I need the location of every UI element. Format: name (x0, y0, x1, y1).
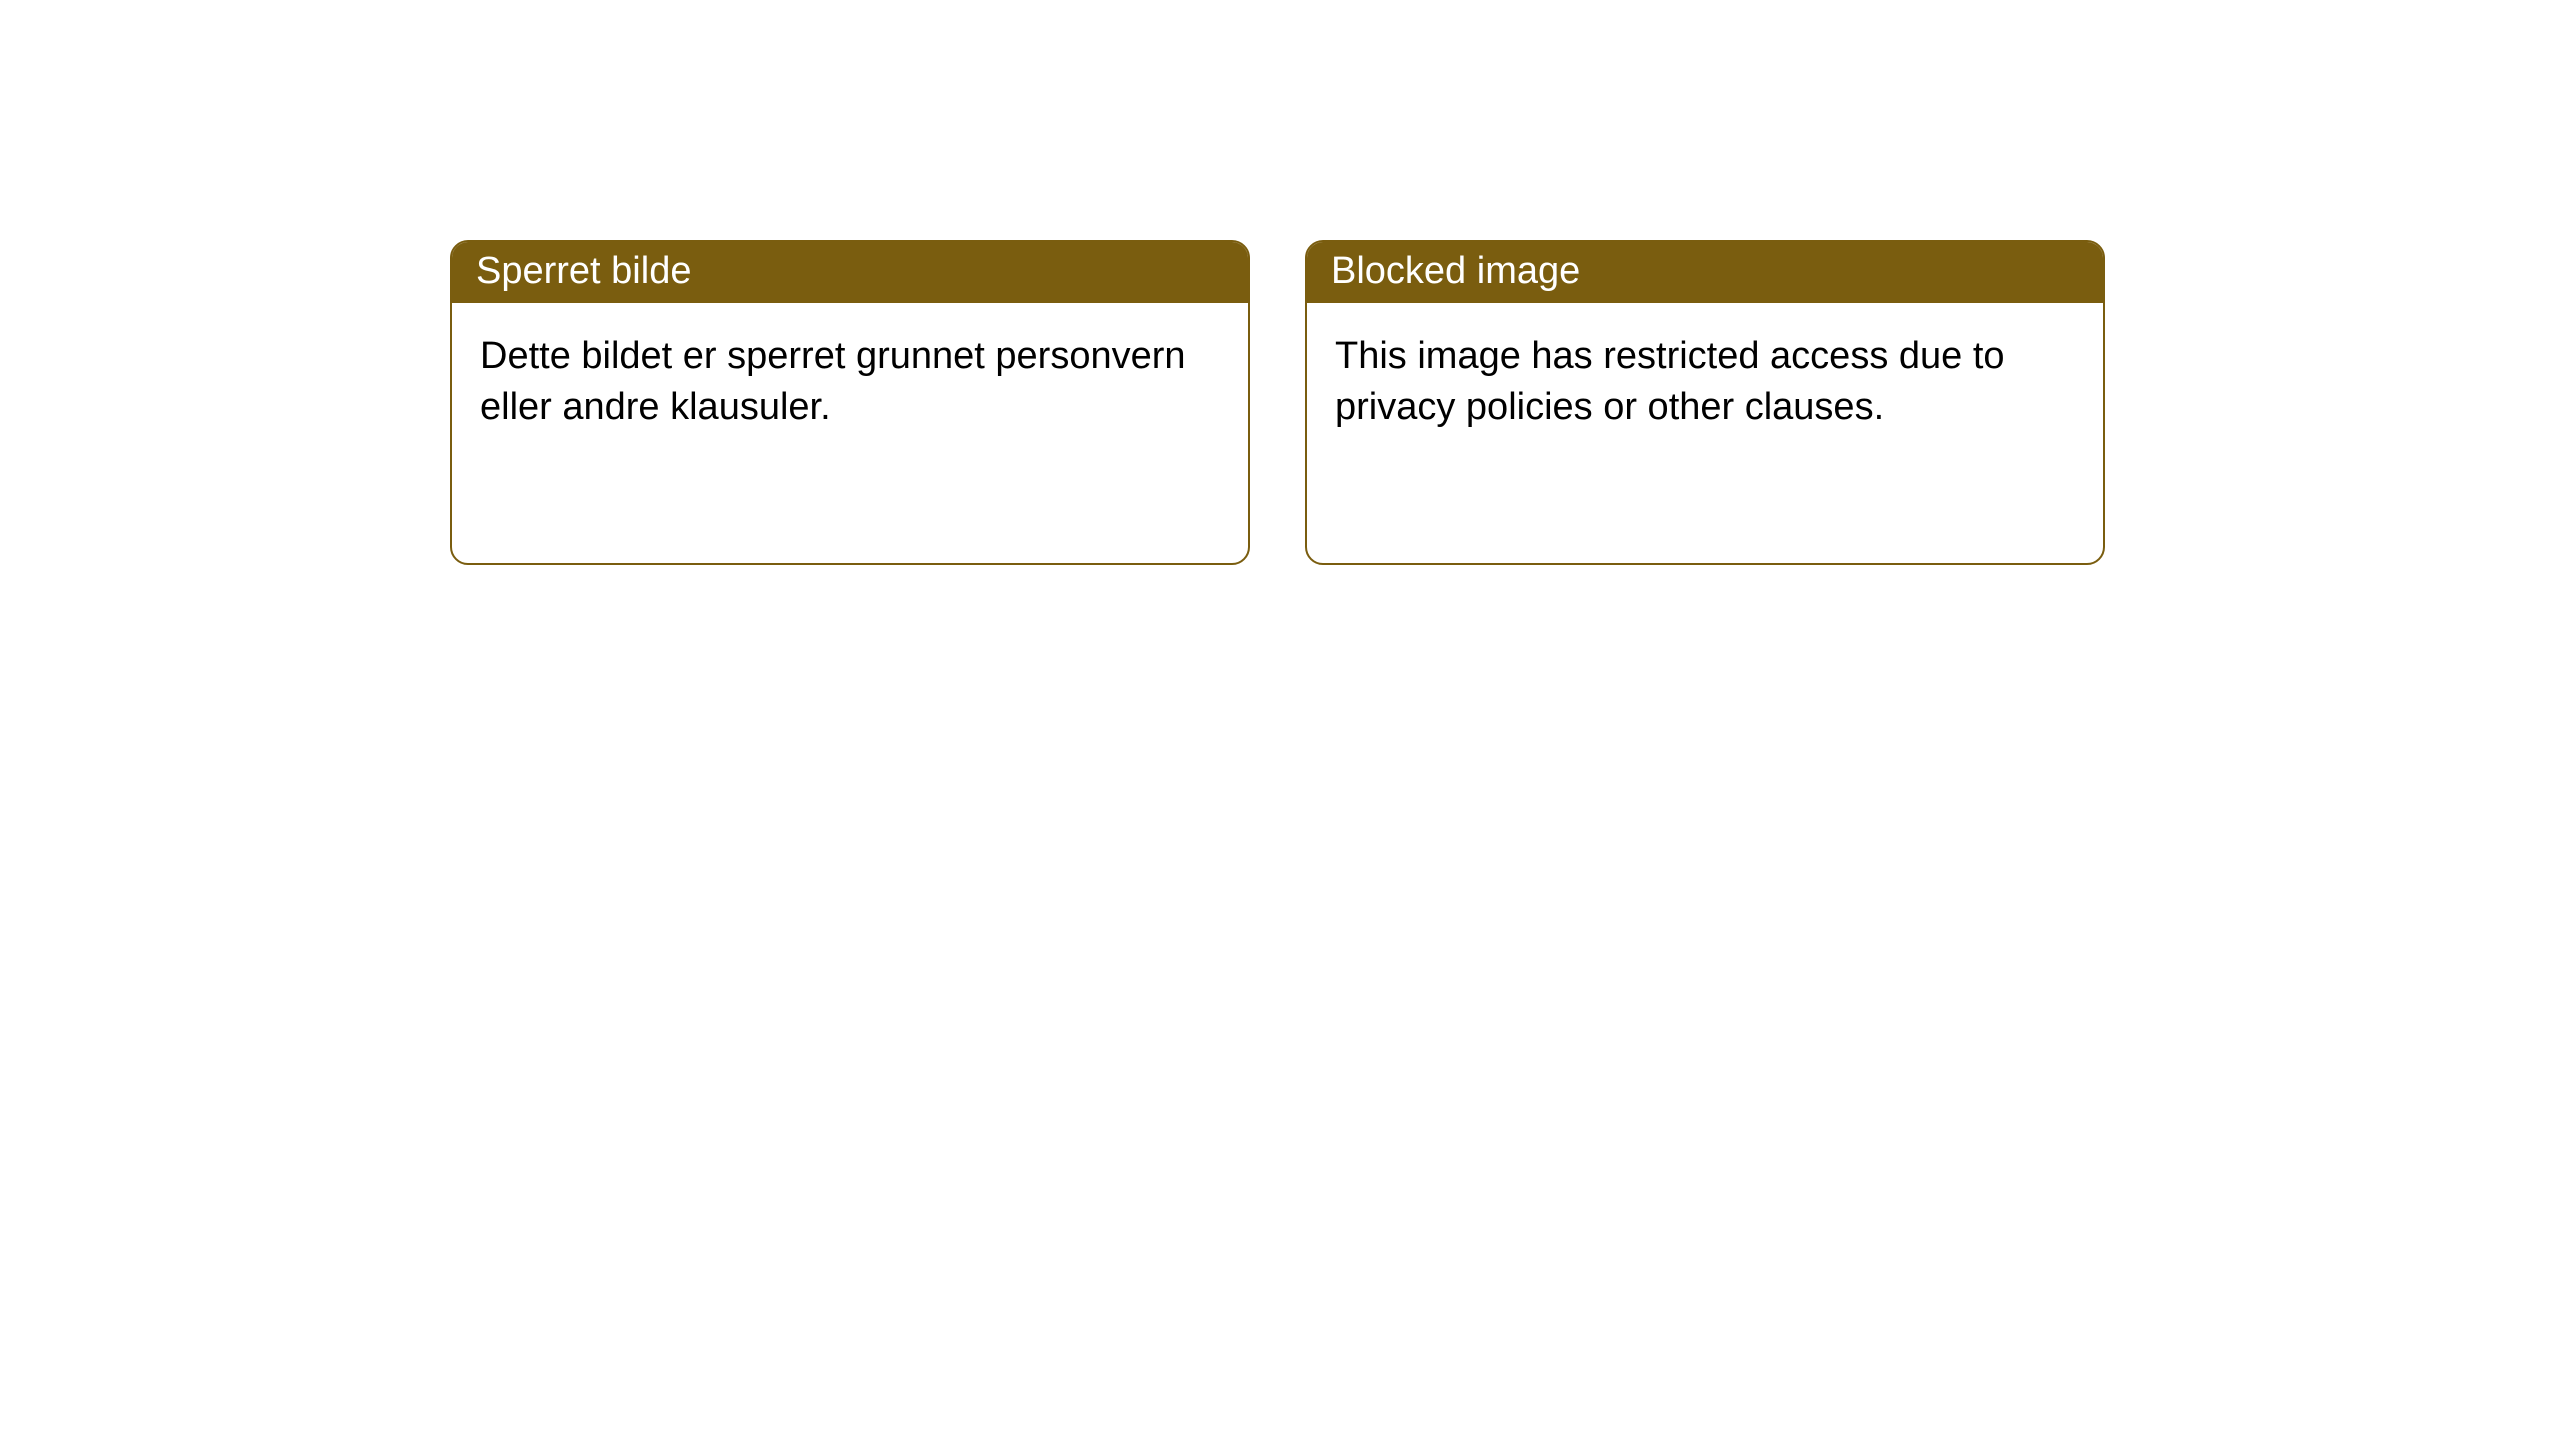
notice-card-english: Blocked image This image has restricted … (1305, 240, 2105, 565)
notice-container: Sperret bilde Dette bildet er sperret gr… (0, 0, 2560, 565)
notice-body-norwegian: Dette bildet er sperret grunnet personve… (452, 303, 1248, 563)
notice-title-english: Blocked image (1307, 242, 2103, 303)
notice-card-norwegian: Sperret bilde Dette bildet er sperret gr… (450, 240, 1250, 565)
notice-body-english: This image has restricted access due to … (1307, 303, 2103, 563)
notice-title-norwegian: Sperret bilde (452, 242, 1248, 303)
